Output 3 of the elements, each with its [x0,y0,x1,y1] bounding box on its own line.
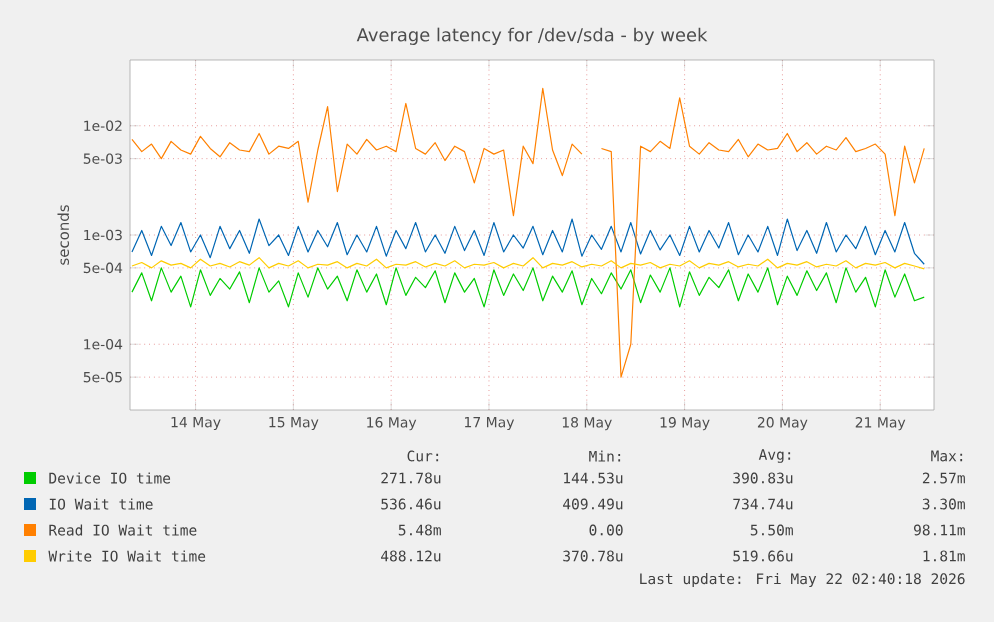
line-series [131,218,925,265]
line-series [131,267,925,308]
chart-title: Average latency for /dev/sda - by week [356,27,708,45]
